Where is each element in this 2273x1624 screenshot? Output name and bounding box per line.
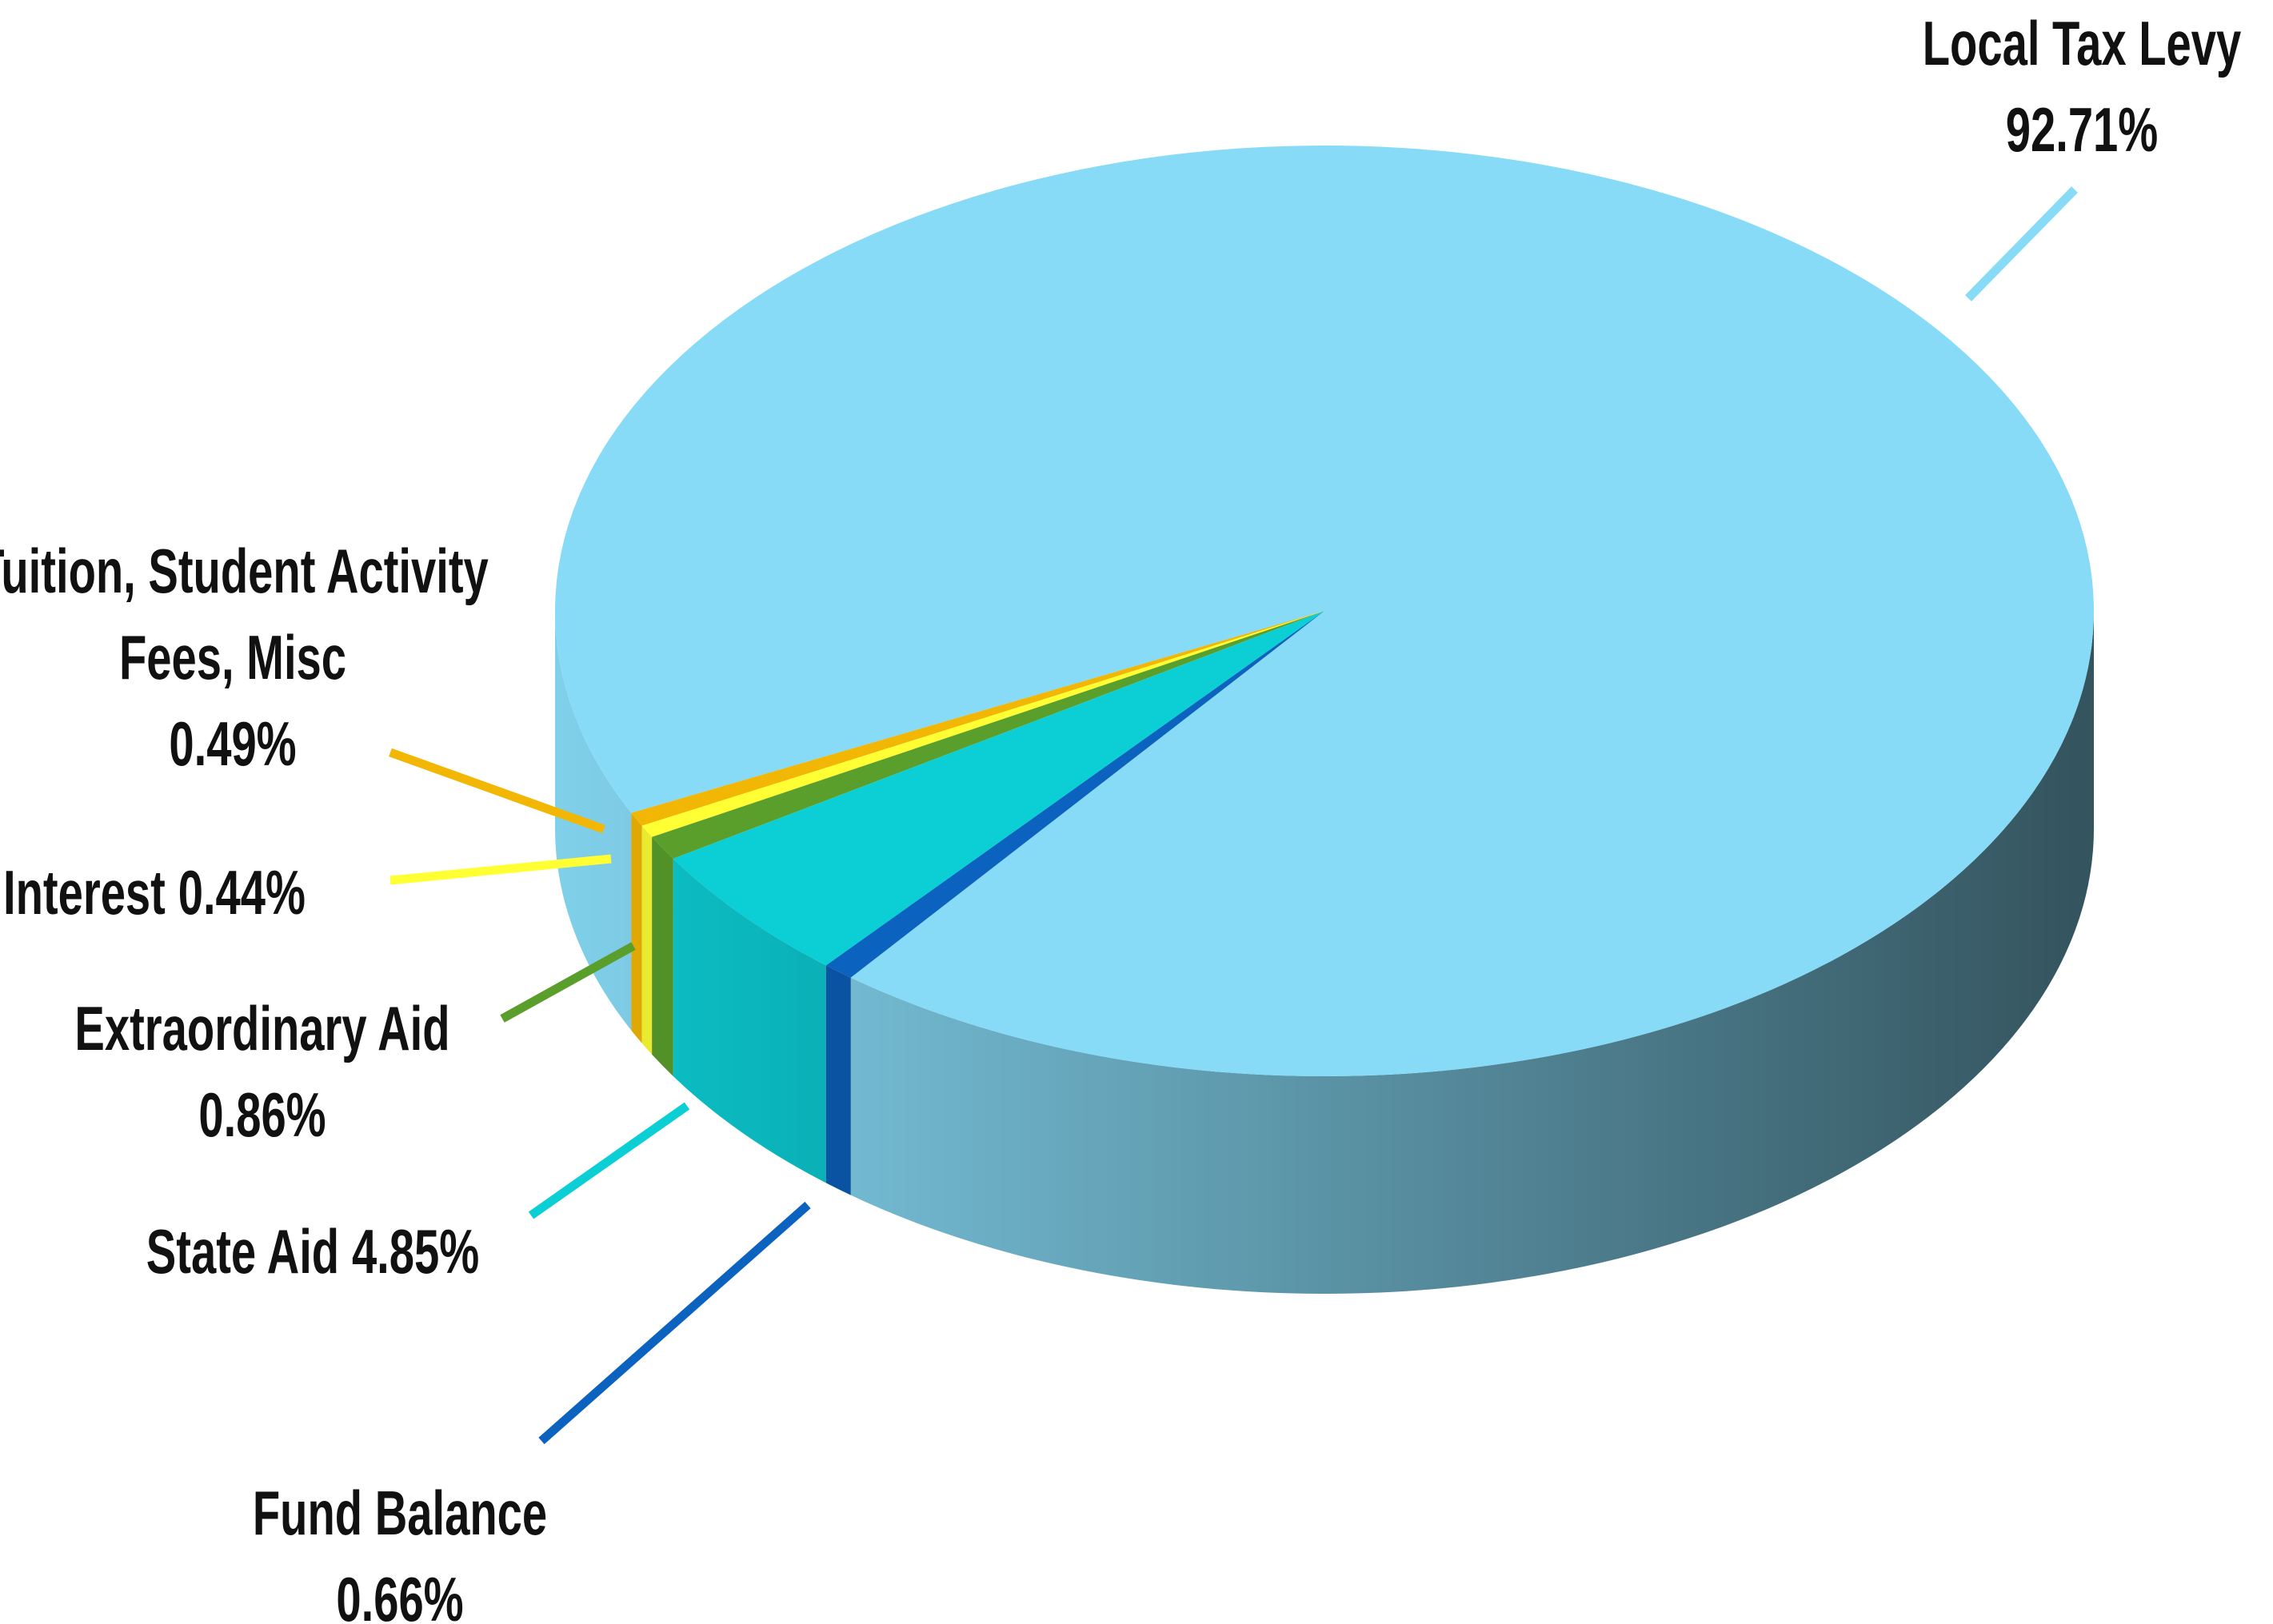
side-shade <box>555 611 2094 1294</box>
slice-label: State Aid 4.85% <box>25 1208 601 1295</box>
category-name: Local Tax Levy <box>1922 8 2242 78</box>
leader-line <box>1965 186 2078 301</box>
slice-label: Interest 0.44% <box>3 849 579 936</box>
category-name: Fund Balance <box>252 1478 548 1548</box>
value-label: 92.71% <box>2005 94 2159 165</box>
value-label: 0.49% <box>169 708 297 779</box>
slice-label: Tuition, Student Activity Fees, Misc 0.49… <box>0 528 521 787</box>
category-name: Interest <box>3 857 166 928</box>
value-label: 0.86% <box>198 1079 326 1150</box>
value-label: 4.85% <box>351 1216 480 1287</box>
leader-line <box>389 748 605 834</box>
slice-top <box>673 611 1324 966</box>
slice-top <box>555 146 2094 1077</box>
leader-line <box>528 1102 690 1219</box>
slice-label: Extraordinary Aid 0.86% <box>0 985 550 1158</box>
slice-top <box>631 611 1324 826</box>
leader-line <box>538 1201 811 1445</box>
slice-top <box>641 611 1324 837</box>
category-name: Extraordinary Aid <box>74 993 450 1063</box>
slice-label: Local Tax Levy 92.71% <box>1794 0 2273 173</box>
value-label: 0.66% <box>336 1564 464 1624</box>
leader-line <box>500 942 636 1023</box>
category-name: Tuition, Student Activity Fees, Misc <box>0 536 489 692</box>
leader-line <box>389 854 612 885</box>
category-name: State Aid <box>146 1216 340 1287</box>
value-label: 0.44% <box>178 857 306 928</box>
slice-label: Fund Balance 0.66% <box>112 1470 688 1624</box>
slice-top <box>652 611 1324 859</box>
slice-top <box>825 611 1324 978</box>
